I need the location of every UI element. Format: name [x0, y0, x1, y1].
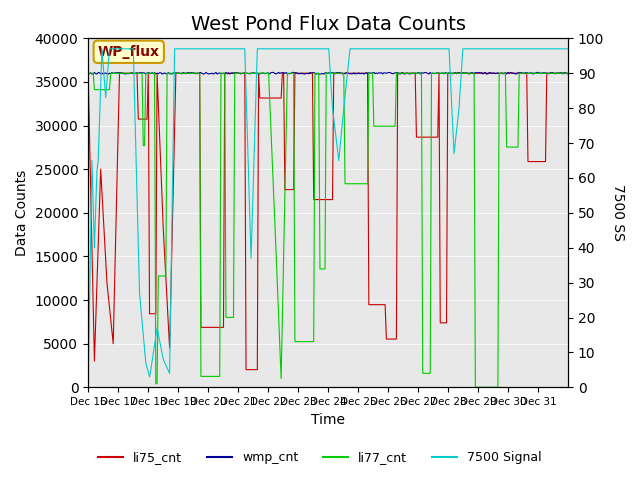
Title: West Pond Flux Data Counts: West Pond Flux Data Counts: [191, 15, 466, 34]
Text: WP_flux: WP_flux: [98, 45, 160, 59]
Y-axis label: 7500 SS: 7500 SS: [611, 184, 625, 241]
Y-axis label: Data Counts: Data Counts: [15, 170, 29, 256]
Legend: li75_cnt, wmp_cnt, li77_cnt, 7500 Signal: li75_cnt, wmp_cnt, li77_cnt, 7500 Signal: [93, 446, 547, 469]
X-axis label: Time: Time: [311, 413, 345, 427]
